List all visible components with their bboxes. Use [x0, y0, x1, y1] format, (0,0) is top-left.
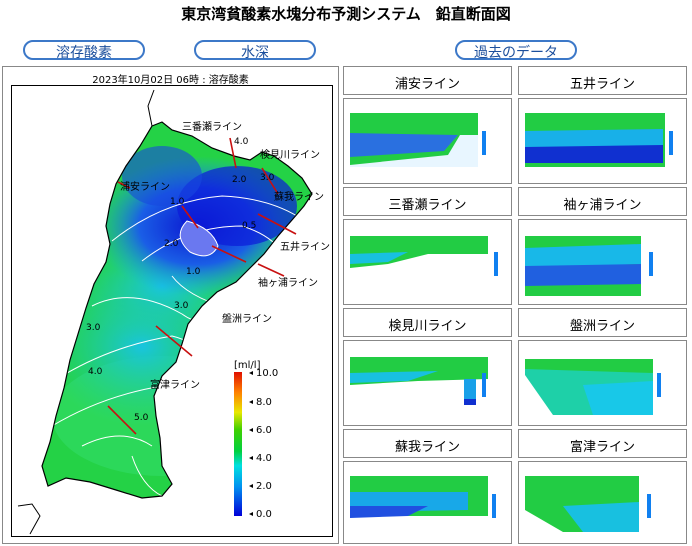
colorbar [234, 372, 242, 516]
contour-label: 3.0 [86, 323, 101, 333]
section-title-kemigawa: 検見川ライン [388, 319, 467, 334]
section-thumb-soga[interactable] [343, 461, 512, 544]
section-image [350, 236, 498, 276]
do-map[interactable]: 4.0 2.0 3.0 1.0 0.5 2.0 1.0 3.0 3.0 4.0 … [11, 85, 333, 537]
contour-label: 1.0 [170, 197, 185, 207]
colorbar-tick: 2.0 [256, 481, 272, 492]
section-image [525, 113, 673, 167]
colorbar-tick: 6.0 [256, 425, 272, 436]
dissolved-oxygen-button[interactable]: 溶存酸素 [23, 40, 145, 60]
map-header: 2023年10月02日 06時 : 溶存酸素 [92, 75, 249, 86]
section-thumb-kemigawa[interactable] [343, 340, 512, 426]
colorbar-tick: 0.0 [256, 509, 272, 520]
colorbar-tick: 10.0 [256, 368, 278, 379]
past-data-button[interactable]: 過去のデータ [455, 40, 577, 60]
section-title-cell: 五井ライン [518, 66, 687, 95]
contour-label: 1.0 [186, 267, 201, 277]
section-image [525, 476, 651, 532]
contour-label: 2.0 [164, 239, 179, 249]
contour-label: 5.0 [134, 413, 149, 423]
section-image [350, 113, 486, 167]
water-depth-button[interactable]: 水深 [194, 40, 316, 60]
contour-label: 4.0 [88, 367, 103, 377]
page-title: 東京湾貧酸素水塊分布予測システム 鉛直断面図 [181, 5, 511, 23]
section-title-cell: 浦安ライン [343, 66, 512, 95]
line-label-futtsu: 富津ライン [150, 378, 200, 391]
section-title-cell: 袖ヶ浦ライン [518, 187, 687, 216]
line-label-goi: 五井ライン [280, 240, 330, 253]
contour-label: 3.0 [260, 173, 275, 183]
contour-label: 2.0 [232, 175, 247, 185]
section-title-banzu: 盤洲ライン [569, 319, 635, 334]
section-title-cell: 盤洲ライン [518, 308, 687, 337]
section-title-sanbanze: 三番瀬ライン [388, 198, 467, 213]
contour-label: 4.0 [234, 137, 249, 147]
section-title-futtsu: 富津ライン [569, 440, 635, 455]
section-image [525, 359, 661, 415]
contour-label: 3.0 [174, 301, 189, 311]
section-title-urayasu: 浦安ライン [394, 77, 460, 92]
do-map-panel: 2023年10月02日 06時 : 溶存酸素 [2, 66, 339, 544]
section-title-goi: 五井ライン [569, 77, 635, 92]
colorbar-unit: [ml/l] [234, 360, 261, 371]
section-title-cell: 検見川ライン [343, 308, 512, 337]
section-title-cell: 蘇我ライン [343, 429, 512, 458]
section-thumb-futtsu[interactable] [518, 461, 687, 544]
line-label-banzu: 盤洲ライン [222, 312, 272, 325]
contour-label: 0.5 [242, 221, 256, 231]
section-thumb-sanbanze[interactable] [343, 219, 512, 305]
section-grid: 浦安ライン 五井ライン 三番瀬ライン 袖ヶ浦ライン 検見川ライン 盤洲ライン 蘇… [343, 66, 690, 544]
section-title-cell: 三番瀬ライン [343, 187, 512, 216]
colorbar-tick: 4.0 [256, 453, 272, 464]
section-title-cell: 富津ライン [518, 429, 687, 458]
section-image [350, 476, 496, 518]
section-thumb-urayasu[interactable] [343, 98, 512, 184]
section-image [525, 236, 653, 296]
line-label-urayasu: 浦安ライン [120, 180, 170, 193]
line-label-sanbanze: 三番瀬ライン [182, 121, 242, 133]
line-label-soga: 蘇我ライン [274, 190, 324, 203]
section-image [350, 357, 488, 405]
section-thumb-goi[interactable] [518, 98, 687, 184]
line-label-sodegaura: 袖ヶ浦ライン [258, 276, 318, 289]
section-thumb-sodegaura[interactable] [518, 219, 687, 305]
section-thumb-banzu[interactable] [518, 340, 687, 426]
section-title-sodegaura: 袖ヶ浦ライン [563, 198, 642, 213]
section-title-soga: 蘇我ライン [394, 440, 460, 455]
line-label-kemigawa: 検見川ライン [260, 148, 320, 161]
colorbar-tick: 8.0 [256, 397, 272, 408]
